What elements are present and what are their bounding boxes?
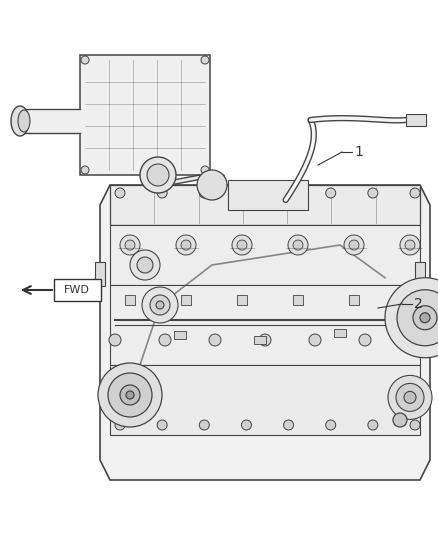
Circle shape bbox=[197, 170, 227, 200]
Circle shape bbox=[201, 166, 209, 174]
Circle shape bbox=[283, 188, 293, 198]
Bar bbox=[334, 329, 346, 337]
Circle shape bbox=[344, 235, 364, 255]
FancyBboxPatch shape bbox=[54, 279, 101, 301]
Circle shape bbox=[109, 334, 121, 346]
Circle shape bbox=[157, 420, 167, 430]
Circle shape bbox=[385, 278, 438, 358]
Circle shape bbox=[359, 334, 371, 346]
Circle shape bbox=[397, 290, 438, 346]
Bar bbox=[95, 262, 105, 286]
Circle shape bbox=[237, 240, 247, 250]
Circle shape bbox=[150, 295, 170, 315]
Circle shape bbox=[405, 240, 415, 250]
Circle shape bbox=[142, 287, 178, 323]
Circle shape bbox=[232, 235, 252, 255]
Circle shape bbox=[326, 188, 336, 198]
Bar bbox=[110, 365, 420, 435]
Circle shape bbox=[120, 385, 140, 405]
Bar bbox=[405, 295, 415, 305]
Bar bbox=[406, 114, 426, 126]
Circle shape bbox=[209, 334, 221, 346]
Circle shape bbox=[349, 240, 359, 250]
Circle shape bbox=[98, 363, 162, 427]
Circle shape bbox=[181, 240, 191, 250]
Bar bbox=[228, 180, 308, 210]
Circle shape bbox=[115, 188, 125, 198]
Bar bbox=[293, 295, 303, 305]
Circle shape bbox=[368, 188, 378, 198]
Circle shape bbox=[157, 188, 167, 198]
Text: FWD: FWD bbox=[64, 285, 90, 295]
Circle shape bbox=[120, 235, 140, 255]
Circle shape bbox=[125, 240, 135, 250]
Circle shape bbox=[156, 301, 164, 309]
Circle shape bbox=[108, 373, 152, 417]
Circle shape bbox=[259, 334, 271, 346]
Circle shape bbox=[413, 306, 437, 330]
Circle shape bbox=[81, 166, 89, 174]
Circle shape bbox=[241, 420, 251, 430]
Circle shape bbox=[130, 250, 160, 280]
Circle shape bbox=[409, 334, 421, 346]
Circle shape bbox=[388, 375, 432, 419]
Bar bbox=[174, 331, 186, 339]
Circle shape bbox=[201, 56, 209, 64]
Bar bbox=[349, 295, 359, 305]
Text: 2: 2 bbox=[414, 297, 423, 311]
Bar bbox=[415, 262, 425, 286]
Bar bbox=[125, 295, 135, 305]
Circle shape bbox=[81, 56, 89, 64]
Polygon shape bbox=[146, 175, 224, 185]
Circle shape bbox=[199, 420, 209, 430]
Circle shape bbox=[241, 188, 251, 198]
Bar bbox=[110, 285, 420, 365]
FancyBboxPatch shape bbox=[80, 55, 210, 175]
Polygon shape bbox=[100, 185, 430, 480]
Circle shape bbox=[393, 413, 407, 427]
Circle shape bbox=[288, 235, 308, 255]
Circle shape bbox=[410, 420, 420, 430]
Circle shape bbox=[410, 188, 420, 198]
Circle shape bbox=[159, 334, 171, 346]
Circle shape bbox=[126, 391, 134, 399]
Circle shape bbox=[283, 420, 293, 430]
Circle shape bbox=[147, 164, 169, 186]
Bar bbox=[254, 336, 266, 344]
Bar bbox=[237, 295, 247, 305]
Ellipse shape bbox=[11, 106, 29, 136]
Circle shape bbox=[176, 235, 196, 255]
Circle shape bbox=[137, 257, 153, 273]
Bar bbox=[110, 185, 420, 225]
Circle shape bbox=[368, 420, 378, 430]
Circle shape bbox=[420, 313, 430, 323]
Text: 1: 1 bbox=[354, 145, 363, 159]
Circle shape bbox=[115, 420, 125, 430]
Bar bbox=[181, 295, 191, 305]
Circle shape bbox=[326, 420, 336, 430]
Bar bbox=[110, 225, 420, 285]
Circle shape bbox=[396, 383, 424, 411]
Circle shape bbox=[400, 235, 420, 255]
Circle shape bbox=[199, 188, 209, 198]
Circle shape bbox=[293, 240, 303, 250]
Circle shape bbox=[404, 391, 416, 403]
Circle shape bbox=[140, 157, 176, 193]
Circle shape bbox=[309, 334, 321, 346]
Ellipse shape bbox=[18, 110, 30, 132]
